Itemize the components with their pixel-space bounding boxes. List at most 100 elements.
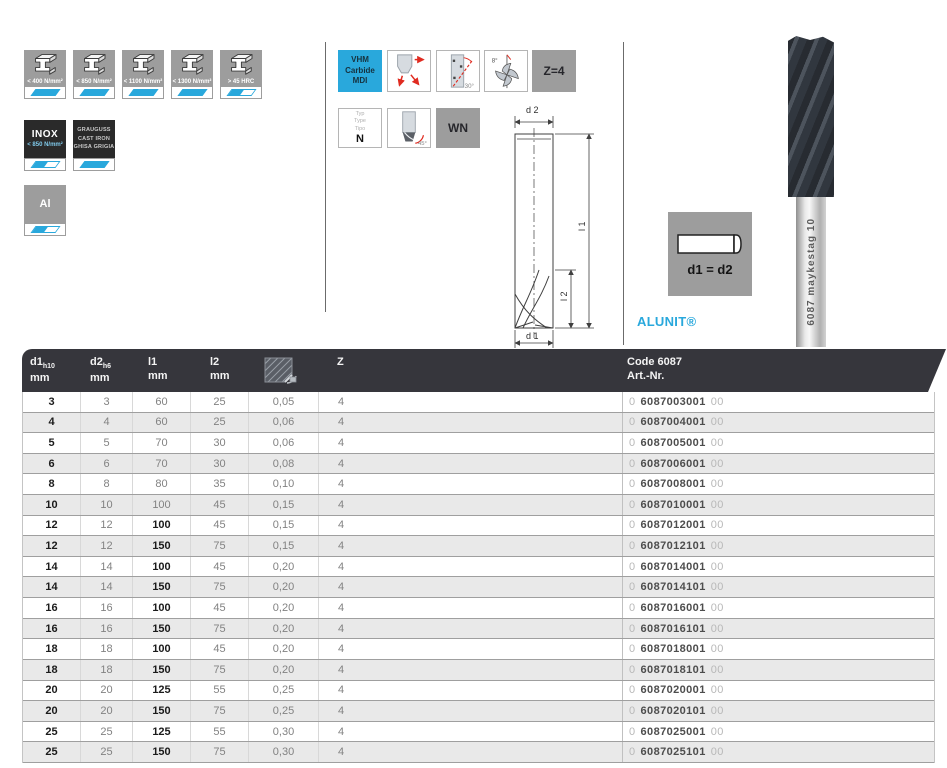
cell-chamfer: 0,06 — [249, 433, 319, 453]
typ-label-en: Type — [354, 118, 366, 125]
suitability-bar — [29, 226, 61, 233]
table-row: 25 25 125 55 0,30 4 0 6087025001 00 — [23, 721, 934, 743]
material-inox-tile: INOX < 850 N/mm² — [24, 120, 66, 171]
cell-chamfer: 0,30 — [249, 742, 319, 762]
corner-45deg-icon: 45° — [387, 108, 431, 148]
vhm-line: VHM — [351, 55, 369, 65]
cell-z: 4 — [319, 577, 623, 598]
i-beam-icon — [128, 53, 158, 75]
table-row: 12 12 100 45 0,15 4 0 6087012001 00 — [23, 515, 934, 537]
artnr-main: 6087010001 — [640, 498, 706, 511]
cell-d1: 20 — [23, 701, 81, 721]
cell-d2: 14 — [81, 577, 133, 598]
cell-l1: 80 — [133, 474, 191, 495]
table-row: 8 8 80 35 0,10 4 0 6087008001 00 — [23, 474, 934, 496]
suitability-bar — [29, 89, 61, 96]
cell-z: 4 — [319, 515, 623, 536]
header-d1: d1h10 mm — [30, 356, 55, 385]
cell-l2: 45 — [191, 598, 249, 618]
cell-d2: 25 — [81, 742, 133, 762]
cell-d1: 14 — [23, 556, 81, 577]
artnr-main: 6087016101 — [640, 622, 706, 635]
cell-d1: 18 — [23, 639, 81, 659]
steel-strength-label: < 850 N/mm² — [76, 79, 112, 85]
cell-artnr: 0 6087010001 00 — [623, 495, 934, 515]
inox-title: INOX — [31, 129, 59, 140]
inox-castiron-row: INOX < 850 N/mm² GRAUGUSS CAST IRON GHIS… — [24, 120, 115, 171]
cell-d2: 16 — [81, 618, 133, 639]
cell-chamfer: 0,15 — [249, 536, 319, 556]
artnr-main: 6087003001 — [640, 395, 706, 408]
cell-d2: 16 — [81, 598, 133, 618]
dim-d1-label: d 1 — [526, 331, 539, 341]
header-z: Z — [337, 356, 344, 368]
end-mill-photo: 6087 maykestag 10 — [788, 36, 834, 347]
flute-count-label: Z=4 — [543, 64, 565, 78]
artnr-prefix: 0 — [629, 663, 636, 676]
artnr-main: 6087014101 — [640, 581, 706, 594]
cell-d2: 10 — [81, 495, 133, 515]
artnr-main: 6087014001 — [640, 560, 706, 573]
flute-count-box: Z=4 — [532, 50, 576, 92]
shape-wn-label: WN — [448, 121, 468, 135]
artnr-prefix: 0 — [629, 457, 636, 470]
table-row: 12 12 150 75 0,15 4 0 6087012101 00 — [23, 536, 934, 557]
cell-z: 4 — [319, 618, 623, 639]
cell-chamfer: 0,20 — [249, 618, 319, 639]
plunge-directions-icon — [387, 50, 431, 92]
suitability-strip — [122, 86, 164, 99]
artnr-prefix: 0 — [629, 704, 636, 717]
cell-l1: 150 — [133, 536, 191, 556]
artnr-suffix: 00 — [710, 478, 724, 491]
cell-z: 4 — [319, 412, 623, 433]
dim-l1-label: l 1 — [577, 221, 587, 231]
steel-beam-icon: < 1100 N/mm² — [122, 50, 164, 86]
cell-artnr: 0 6087012101 00 — [623, 536, 934, 556]
cell-l2: 75 — [191, 618, 249, 639]
cell-l2: 30 — [191, 433, 249, 453]
artnr-main: 6087020101 — [640, 704, 706, 717]
cell-artnr: 0 6087012001 00 — [623, 516, 934, 536]
shank-diagram: d1 = d2 — [668, 212, 752, 296]
artnr-suffix: 00 — [710, 457, 724, 470]
shape-wn-box: WN — [436, 108, 480, 148]
carbide-line: Carbide — [345, 65, 375, 75]
cell-artnr: 0 6087016101 00 — [623, 619, 934, 639]
cell-l2: 35 — [191, 474, 249, 495]
cell-d2: 5 — [81, 433, 133, 453]
type-box: Typ Type Tipo N — [338, 108, 382, 148]
artnr-suffix: 00 — [710, 746, 724, 759]
table-row: 14 14 150 75 0,20 4 0 6087014101 00 — [23, 577, 934, 599]
table-row: 14 14 100 45 0,20 4 0 6087014001 00 — [23, 556, 934, 578]
artnr-suffix: 00 — [710, 622, 724, 635]
cell-d2: 14 — [81, 556, 133, 577]
cell-chamfer: 0,06 — [249, 412, 319, 433]
cell-l1: 60 — [133, 392, 191, 412]
cell-z: 4 — [319, 721, 623, 742]
cell-d2: 12 — [81, 515, 133, 536]
inox-tile-face: INOX < 850 N/mm² — [24, 120, 66, 158]
aluminum-tile-face: Al — [24, 185, 66, 223]
header-chamfer — [248, 349, 318, 392]
cell-d2: 12 — [81, 536, 133, 556]
suitability-strip — [24, 223, 66, 236]
cell-chamfer: 0,08 — [249, 453, 319, 474]
cell-d1: 3 — [23, 392, 81, 412]
tool-shank: 6087 maykestag 10 — [796, 197, 826, 347]
helix-angle-label: 30° — [465, 83, 475, 90]
cell-z: 4 — [319, 474, 623, 495]
artnr-main: 6087025101 — [640, 746, 706, 759]
table-body: 3 3 60 25 0,05 4 0 6087003001 00 4 4 60 … — [22, 392, 935, 763]
rake-8deg-icon: 8° — [484, 50, 528, 92]
table-row: 20 20 150 75 0,25 4 0 6087020101 00 — [23, 701, 934, 722]
material-steel-tile: < 1300 N/mm² — [171, 50, 213, 99]
aluminum-row: Al — [24, 185, 66, 236]
cell-artnr: 0 6087025001 00 — [623, 722, 934, 742]
cell-artnr: 0 6087020001 00 — [623, 681, 934, 701]
shank-side-view-icon — [677, 233, 742, 254]
cell-chamfer: 0,15 — [249, 495, 319, 515]
material-steel-tile: < 850 N/mm² — [73, 50, 115, 99]
artnr-suffix: 00 — [710, 725, 724, 738]
cell-d1: 25 — [23, 721, 81, 742]
cell-l2: 25 — [191, 412, 249, 433]
